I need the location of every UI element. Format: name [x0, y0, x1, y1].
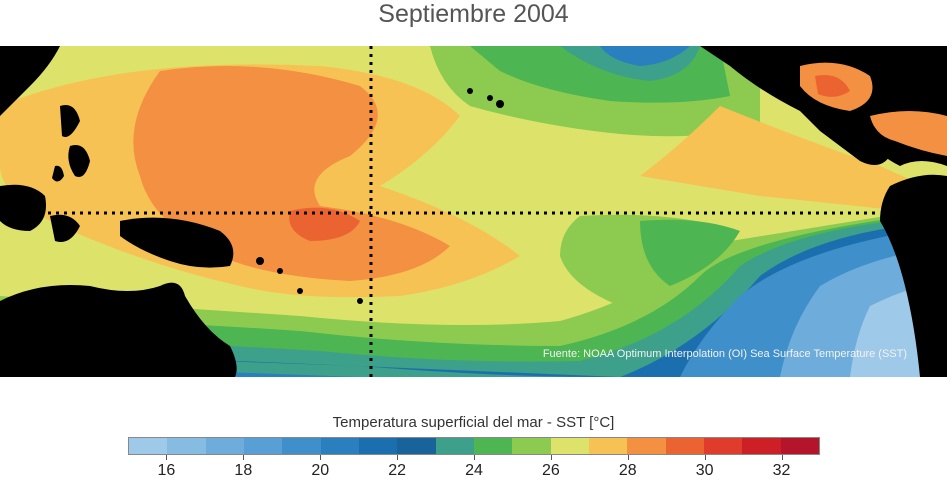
colorbar-tick-label: 18 — [234, 462, 253, 479]
colorbar-tick-label: 22 — [388, 462, 406, 479]
colorbar-swatch — [473, 438, 513, 454]
colorbar-tick-label: 28 — [618, 462, 637, 479]
colorbar-tick — [474, 455, 475, 460]
colorbar-swatch — [397, 438, 436, 454]
colorbar-swatch — [167, 438, 206, 454]
colorbar — [128, 437, 820, 455]
colorbar-swatch — [780, 438, 819, 454]
colorbar-tick-label: 32 — [772, 462, 791, 479]
colorbar-tick-label: 16 — [157, 462, 176, 479]
colorbar-swatch — [627, 438, 666, 454]
colorbar-swatch — [320, 438, 359, 454]
colorbar-ticks — [128, 455, 820, 461]
colorbar-tick — [781, 455, 783, 460]
colorbar-tick-label: 24 — [465, 462, 483, 479]
sst-map — [0, 46, 947, 377]
colorbar-tick — [397, 455, 399, 460]
colorbar-tick — [243, 455, 245, 460]
colorbar-tick-label: 26 — [541, 462, 560, 479]
colorbar-tick — [166, 455, 168, 460]
colorbar-tick-labels: 16 18 20 22 24 26 28 30 32 — [128, 462, 820, 480]
colorbar-tick-label: 20 — [311, 462, 330, 479]
colorbar-swatch — [742, 438, 781, 454]
colorbar-tick — [550, 455, 552, 460]
colorbar-swatch — [282, 438, 321, 454]
colorbar-title: Temperatura superficial del mar - SST [°… — [332, 414, 615, 431]
colorbar-swatch — [550, 438, 589, 454]
colorbar-tick — [320, 455, 322, 460]
colorbar-swatch — [512, 438, 551, 454]
colorbar-swatch — [358, 438, 398, 454]
colorbar-tick — [627, 455, 629, 460]
colorbar-swatch — [243, 438, 283, 454]
colorbar-swatch — [665, 438, 704, 454]
colorbar-swatch — [703, 438, 743, 454]
page-title: Septiembre 2004 — [378, 0, 569, 28]
colorbar-swatch — [205, 438, 244, 454]
source-credit: Fuente: NOAA Optimum Interpolation (OI) … — [542, 348, 907, 360]
colorbar-swatch — [435, 438, 474, 454]
colorbar-tick — [704, 455, 706, 460]
colorbar-tick-label: 30 — [695, 462, 714, 479]
colorbar-swatch — [588, 438, 628, 454]
colorbar-swatch — [129, 438, 168, 454]
